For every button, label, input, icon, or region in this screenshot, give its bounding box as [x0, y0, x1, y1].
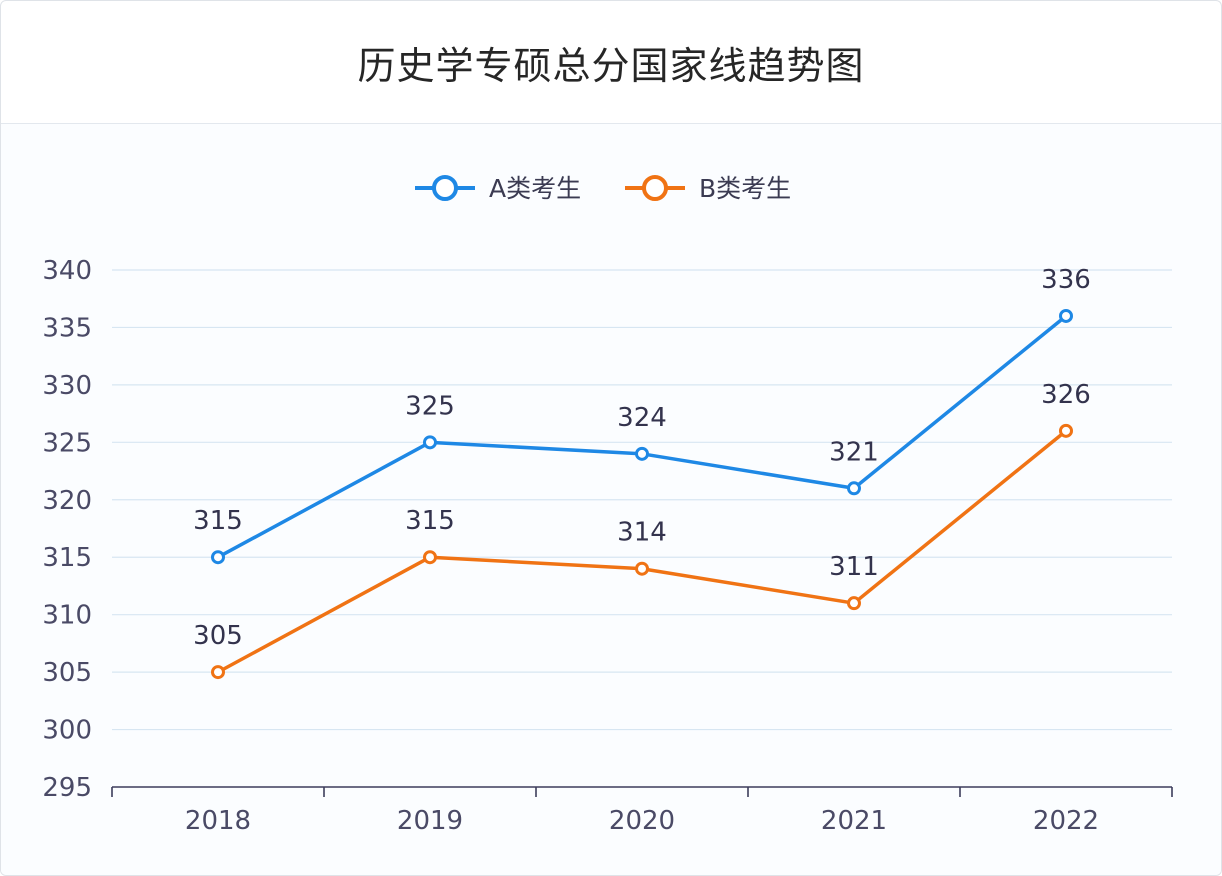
data-label: 305: [193, 621, 243, 651]
data-label: 315: [193, 506, 243, 536]
y-tick-label: 340: [42, 256, 92, 286]
x-tick-label: 2018: [185, 806, 251, 836]
data-point: [847, 481, 861, 496]
y-tick-label: 335: [42, 313, 92, 343]
legend-marker: [432, 175, 458, 201]
data-point: [211, 550, 225, 565]
x-tick-label: 2020: [609, 806, 675, 836]
y-tick-label: 320: [42, 486, 92, 516]
data-label: 326: [1041, 380, 1091, 410]
data-point: [847, 596, 861, 611]
chart-title: 历史学专硕总分国家线趋势图: [357, 43, 865, 88]
x-tick-label: 2021: [821, 806, 887, 836]
data-label: 325: [405, 391, 455, 421]
data-point: [423, 550, 437, 565]
data-point: [1059, 308, 1073, 323]
y-tick-label: 315: [42, 543, 92, 573]
data-point: [423, 435, 437, 450]
data-label: 314: [617, 518, 667, 548]
data-label: 315: [405, 506, 455, 536]
title-bar: 历史学专硕总分国家线趋势图: [1, 1, 1221, 124]
legend-label: B类考生: [699, 174, 791, 203]
data-point: [1059, 423, 1073, 438]
y-tick-label: 300: [42, 716, 92, 746]
legend-label: A类考生: [489, 174, 581, 203]
data-label: 321: [829, 437, 879, 467]
data-label: 324: [617, 403, 667, 433]
x-tick-label: 2019: [397, 806, 463, 836]
y-tick-label: 310: [42, 601, 92, 631]
data-point: [211, 665, 225, 680]
y-tick-label: 295: [42, 773, 92, 803]
data-point: [635, 446, 649, 461]
y-tick-label: 330: [42, 371, 92, 401]
y-tick-label: 325: [42, 428, 92, 458]
x-tick-label: 2022: [1033, 806, 1099, 836]
data-point: [635, 561, 649, 576]
y-tick-label: 305: [42, 658, 92, 688]
data-label: 311: [829, 552, 879, 582]
legend-marker: [642, 175, 668, 201]
data-label: 336: [1041, 265, 1091, 295]
series-line: [216, 429, 1068, 674]
